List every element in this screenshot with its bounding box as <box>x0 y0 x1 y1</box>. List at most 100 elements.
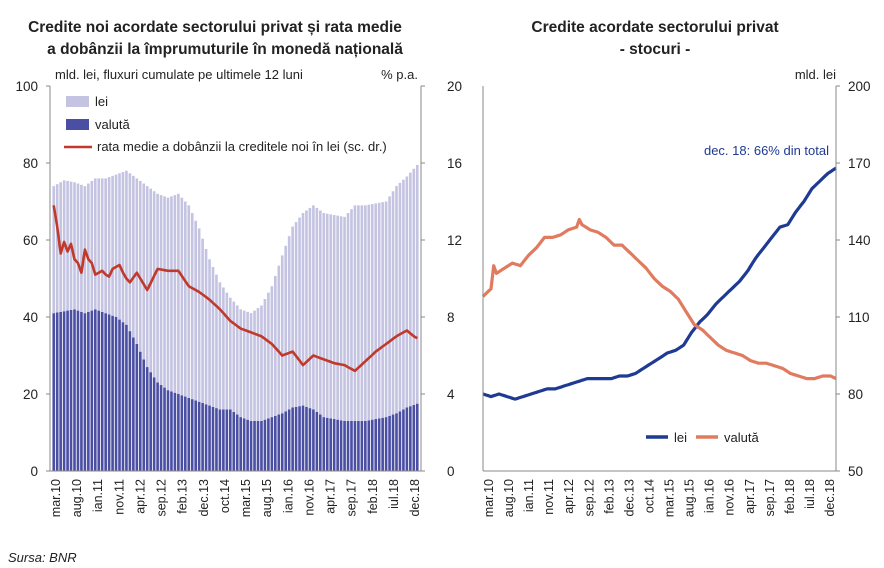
bar-valuta <box>114 317 118 471</box>
bar-valuta <box>100 311 104 471</box>
left-chart-title-line1: Credite noi acordate sectorului privat ș… <box>28 19 402 36</box>
bar-lei <box>253 310 256 421</box>
y-tick-label: 140 <box>848 233 871 248</box>
bar-valuta <box>97 310 101 471</box>
bar-lei <box>194 220 197 401</box>
left-chart-x-tick-label: feb.13 <box>176 479 190 514</box>
interest-rate-line <box>52 205 418 373</box>
bar-valuta <box>274 415 277 471</box>
bar-lei <box>125 170 128 325</box>
bar-valuta <box>225 409 229 471</box>
bar-valuta <box>235 414 239 471</box>
bar-valuta <box>76 310 80 471</box>
bar-valuta <box>336 419 339 471</box>
bar-lei <box>287 236 291 410</box>
right-chart-x-tick-label: aug.15 <box>683 479 697 517</box>
bar-valuta <box>402 409 405 471</box>
bar-lei <box>325 213 329 418</box>
bar-valuta <box>125 324 128 471</box>
bar-valuta <box>409 406 412 471</box>
bar-valuta <box>62 311 66 471</box>
bar-lei <box>232 301 236 412</box>
legend-label-valuta: valută <box>724 430 759 445</box>
left-chart-x-tick-label: sep.17 <box>345 479 359 517</box>
bar-valuta <box>367 420 371 471</box>
bar-valuta <box>201 402 204 471</box>
bar-lei <box>370 204 374 420</box>
left-chart-x-tick-label: aug.15 <box>260 479 274 517</box>
y-tick-label: 200 <box>848 79 871 94</box>
bar-valuta <box>211 406 215 471</box>
bar-lei <box>409 172 412 407</box>
y-tick-label: 50 <box>848 464 863 479</box>
bar-valuta <box>301 405 305 471</box>
bar-valuta <box>222 409 225 471</box>
bar-lei <box>152 191 156 378</box>
bar-lei <box>374 203 378 420</box>
bar-valuta <box>145 367 149 471</box>
bar-valuta <box>374 419 378 471</box>
bar-valuta <box>183 396 187 471</box>
bar-valuta <box>59 311 62 471</box>
bar-lei <box>128 173 132 332</box>
bar-lei <box>343 216 346 421</box>
bar-lei <box>360 205 364 421</box>
y-tick-label: 80 <box>848 387 863 402</box>
bar-valuta <box>204 404 208 471</box>
bar-valuta <box>152 377 156 471</box>
right-chart-x-tick-label: mar.10 <box>482 479 496 517</box>
right-chart-x-tick-label: aug.10 <box>502 479 516 517</box>
bar-lei <box>218 282 222 410</box>
bar-lei <box>350 209 353 421</box>
bar-lei <box>66 180 69 311</box>
bar-lei <box>80 184 83 312</box>
bar-lei <box>187 205 191 398</box>
bar-valuta <box>138 351 142 471</box>
bar-valuta <box>270 417 274 471</box>
right-chart-x-tick-label: feb.13 <box>602 479 616 514</box>
right-chart-annotation: dec. 18: 66% din total <box>704 143 829 158</box>
left-chart-x-tick-label: aug.10 <box>70 479 84 517</box>
bar-valuta <box>391 414 395 471</box>
bar-lei <box>170 196 173 392</box>
bar-valuta <box>256 420 260 471</box>
bar-lei <box>270 286 274 418</box>
bar-lei <box>415 164 419 404</box>
bar-lei <box>308 207 312 409</box>
bar-valuta <box>118 319 121 471</box>
left-chart-x-tick-label: sep.12 <box>155 479 169 517</box>
y-tick-label: 20 <box>23 387 38 402</box>
bar-lei <box>246 311 249 420</box>
bar-valuta <box>87 311 90 471</box>
bar-valuta <box>218 409 222 471</box>
bar-valuta <box>388 415 391 471</box>
bar-valuta <box>353 420 357 471</box>
bar-lei <box>163 196 166 388</box>
bar-lei <box>367 204 371 421</box>
right-chart-x-tick-label: ian.16 <box>703 479 717 513</box>
bar-valuta <box>395 413 398 471</box>
y-tick-label: 80 <box>23 156 38 171</box>
bar-valuta <box>149 372 152 471</box>
bar-valuta <box>398 411 402 471</box>
bar-lei <box>256 308 260 421</box>
bar-lei <box>384 201 388 418</box>
bar-lei <box>180 197 184 396</box>
bar-lei <box>97 178 101 311</box>
right-chart-x-tick-label: nov.16 <box>723 479 737 516</box>
bar-valuta <box>132 337 135 471</box>
bar-valuta <box>177 394 180 471</box>
bar-valuta <box>180 395 184 471</box>
bar-valuta <box>319 414 322 471</box>
bar-valuta <box>381 417 384 471</box>
source-note: Sursa: BNR <box>8 550 77 565</box>
bar-lei <box>145 186 149 368</box>
bar-lei <box>166 197 170 391</box>
bar-valuta <box>249 420 253 471</box>
right-chart-x-tick-label: sep.17 <box>763 479 777 517</box>
right-chart-x-tick-label: feb.18 <box>783 479 797 514</box>
bar-lei <box>204 248 208 405</box>
bar-valuta <box>263 419 267 471</box>
